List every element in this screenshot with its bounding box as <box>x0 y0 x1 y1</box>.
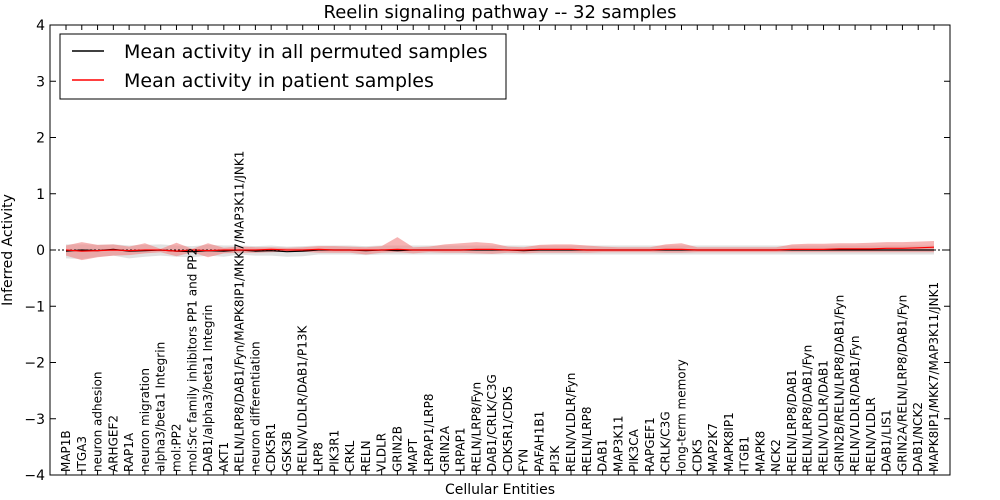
x-category-label: GSK3B <box>280 431 294 472</box>
x-category-label: RAP1A <box>122 432 136 472</box>
x-category-label: RELN/LRP8/Fyn <box>469 382 483 472</box>
y-axis-label: Inferred Activity <box>0 194 16 306</box>
x-category-label: neuron adhesion <box>91 371 105 472</box>
x-category-label: LRP8 <box>312 442 326 472</box>
x-category-label: CRLK/C3G <box>659 411 673 472</box>
y-tick-label: −3 <box>24 412 45 428</box>
x-category-label: neuron differentiation <box>248 341 262 472</box>
x-category-label: RELN/LRP8/DAB1/Fyn/MAPK8IP1/MKK7/MAP3K11… <box>233 151 247 472</box>
y-tick-label: 2 <box>36 131 45 147</box>
x-category-label: MAPK8 <box>753 431 767 472</box>
y-tick-label: 4 <box>36 18 45 34</box>
x-category-label: CDK5R1/CDK5 <box>501 386 515 472</box>
x-category-label: MAP2K7 <box>706 423 720 472</box>
x-category-label: RELN/LRP8 <box>580 406 594 472</box>
x-category-label: DAB1/NCK2 <box>911 402 925 472</box>
axes: 4 3 2 1 0 −1 −2 −3 −4 MAP1B ITGA3 neuron adhesion AR… <box>24 18 951 484</box>
x-category-label: DAB1/CRLK/C3G <box>485 374 499 472</box>
x-category-label: PI3K <box>548 445 562 472</box>
x-category-label: RELN/LRP8/DAB1/Fyn <box>801 345 815 472</box>
y-tick-label: 3 <box>36 74 45 90</box>
x-category-label: mol:Src family inhibitors PP1 and PP2 <box>185 248 199 472</box>
series-line-patient <box>65 246 935 252</box>
y-tick-label: −1 <box>24 299 45 315</box>
x-category-label: GRIN2B/RELN/LRP8/DAB1/Fyn <box>832 295 846 472</box>
x-category-label: GRIN2A <box>438 425 452 472</box>
x-axis-label: Cellular Entities <box>445 482 555 498</box>
x-category-label: NCK2 <box>769 439 783 472</box>
x-category-label: MAP1B <box>59 430 73 472</box>
x-category-label: RELN <box>359 440 373 472</box>
x-category-label: RELN/VLDLR/DAB1/Fyn <box>848 336 862 472</box>
x-category-label: RELN/VLDLR/DAB1 <box>817 360 831 472</box>
x-category-label: alpha3/beta1 Integrin <box>154 342 168 472</box>
x-category-label: long-term memory <box>674 359 688 472</box>
y-tick-label: −4 <box>24 468 45 484</box>
plot-area <box>50 237 950 261</box>
x-category-label: MAPK8IP1 <box>722 412 736 472</box>
x-category-label: MAPK8IP1/MKK7/MAP3K11/JNK1 <box>927 282 941 472</box>
x-category-label: FYN <box>517 449 531 472</box>
y-tick-label: −2 <box>24 356 45 372</box>
x-category-label: PIK3R1 <box>327 430 341 472</box>
band-patient <box>66 237 934 261</box>
legend-label: Mean activity in all permuted samples <box>124 41 487 63</box>
x-category-label: ITGB1 <box>738 436 752 472</box>
y-tick-label: 0 <box>36 243 45 259</box>
x-category-label: PIK3CA <box>627 428 641 472</box>
x-category-label: DAB1/LIS1 <box>880 409 894 472</box>
x-category-label: ITGA3 <box>75 436 89 472</box>
x-category-label: DAB1 <box>596 439 610 472</box>
x-category-label: CRKL <box>343 440 357 472</box>
x-category-label: CDK5R1 <box>264 423 278 472</box>
x-category-label: ARHGEF2 <box>106 415 120 472</box>
x-category-label: PAFAH1B1 <box>532 411 546 472</box>
x-category-label: GRIN2A/RELN/LRP8/DAB1/Fyn <box>895 295 909 472</box>
x-category-label: neuron migration <box>138 368 152 472</box>
x-category-label: mol:PP2 <box>169 423 183 472</box>
x-category-label: RELN/LRP8/DAB1 <box>785 369 799 472</box>
legend-box <box>59 33 507 100</box>
x-category-label: DAB1/alpha3/beta1 Integrin <box>201 305 215 472</box>
legend: Mean activity in all permuted samples Mea… <box>59 33 507 100</box>
x-category-label: RAPGEF1 <box>643 417 657 472</box>
x-category-label: VLDLR <box>375 433 389 472</box>
x-category-label: RELN/VLDLR <box>864 397 878 472</box>
x-category-label: LRPAP1 <box>454 427 468 472</box>
x-category-label: GRIN2B <box>390 426 404 472</box>
legend-label: Mean activity in patient samples <box>124 70 434 92</box>
x-category-label: MAPT <box>406 438 420 472</box>
x-category-label: CDK5 <box>690 439 704 472</box>
x-category-label: AKT1 <box>217 442 231 472</box>
x-category-label: LRPAP1/LRP8 <box>422 393 436 472</box>
x-category-label: MAP3K11 <box>611 415 625 472</box>
x-category-label: RELN/VLDLR/Fyn <box>564 373 578 472</box>
y-tick-label: 1 <box>36 187 45 203</box>
chart-title: Reelin signaling pathway -- 32 samples <box>324 2 677 23</box>
x-category-label: RELN/VLDLR/DAB1/P13K <box>296 325 310 472</box>
